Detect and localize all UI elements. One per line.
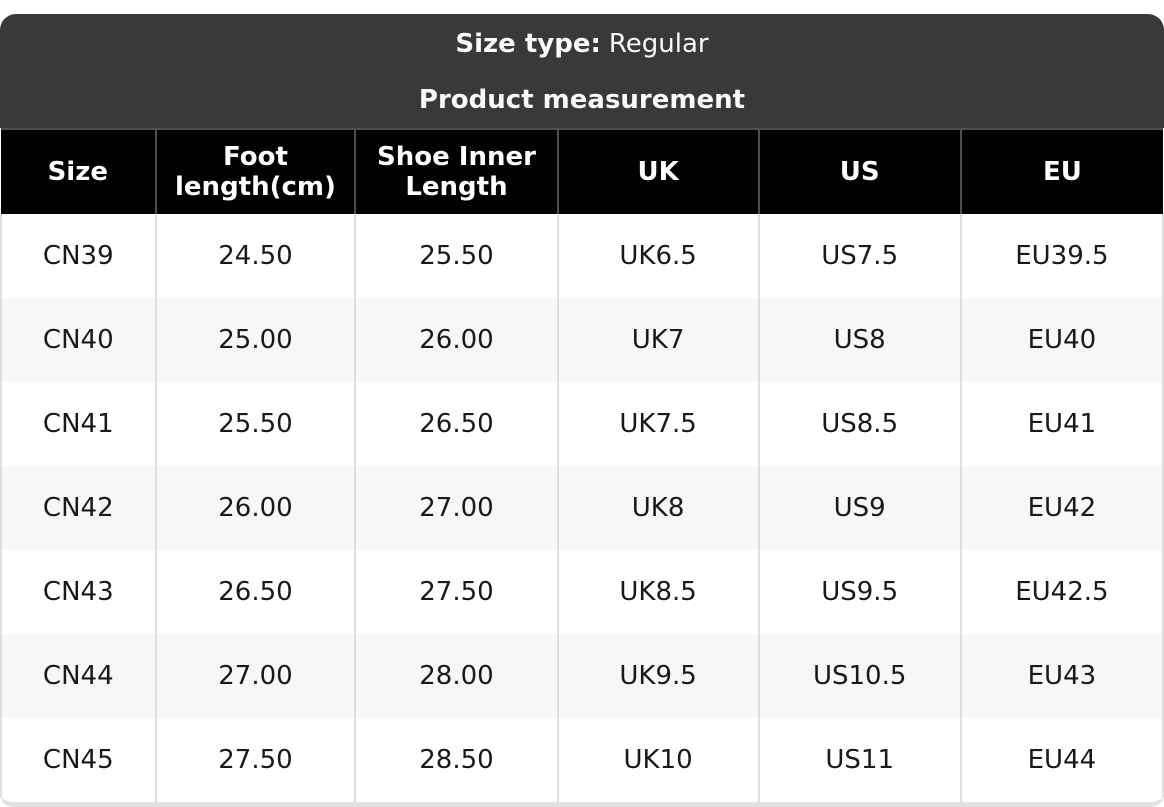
cell: UK7.5 — [556, 382, 759, 466]
cell: UK7 — [556, 298, 759, 382]
cell: US7.5 — [757, 214, 961, 298]
cell: UK10 — [556, 718, 759, 802]
cell: EU39.5 — [959, 214, 1164, 298]
cell: 26.50 — [354, 382, 558, 466]
column-header-eu: EU — [959, 128, 1163, 214]
cell: US8.5 — [757, 382, 961, 466]
size-type-label: Size type: — [455, 29, 601, 59]
cell: US9.5 — [757, 550, 961, 634]
cell: UK6.5 — [556, 214, 759, 298]
size-chart-title-block: Size type: Regular Product measurement — [0, 14, 1164, 128]
product-measurement-title: Product measurement — [418, 85, 746, 115]
column-header-uk: UK — [556, 128, 759, 214]
column-header-size: Size — [1, 128, 156, 214]
cell: EU41 — [959, 382, 1164, 466]
cell: CN39 — [0, 214, 156, 298]
cell: 25.50 — [354, 214, 558, 298]
cell: UK9.5 — [556, 634, 759, 718]
size-chart-card: Size type: Regular Product measurement Si… — [0, 14, 1164, 807]
cell: US9 — [757, 466, 961, 550]
cell: US8 — [757, 298, 961, 382]
cell: CN44 — [0, 634, 156, 718]
cell: 26.00 — [154, 466, 356, 550]
cell: 27.50 — [154, 718, 356, 802]
cell: EU42.5 — [959, 550, 1164, 634]
cell: 25.00 — [154, 298, 356, 382]
table-row-cn39: CN39 24.50 25.50 UK6.5 US7.5 EU39.5 — [0, 214, 1164, 298]
column-header-us: US — [757, 128, 961, 214]
cell: EU40 — [959, 298, 1164, 382]
cell: 26.00 — [354, 298, 558, 382]
page: Size type: Regular Product measurement Si… — [0, 14, 1164, 807]
cell: US11 — [757, 718, 961, 802]
cell: EU43 — [959, 634, 1164, 718]
cell: 28.50 — [354, 718, 558, 802]
cell: 27.00 — [354, 466, 558, 550]
table-row-cn45: CN45 27.50 28.50 UK10 US11 EU44 — [0, 718, 1164, 802]
table-row-cn42: CN42 26.00 27.00 UK8 US9 EU42 — [0, 466, 1164, 550]
cell: 27.50 — [354, 550, 558, 634]
table-row-cn41: CN41 25.50 26.50 UK7.5 US8.5 EU41 — [0, 382, 1164, 466]
cell: CN42 — [0, 466, 156, 550]
cell: CN40 — [0, 298, 156, 382]
cell: CN41 — [0, 382, 156, 466]
cell: EU42 — [959, 466, 1164, 550]
size-type-line: Size type: Regular — [0, 26, 1164, 62]
column-header-shoe-inner-length: Shoe Inner Length — [354, 128, 558, 214]
cell: CN43 — [0, 550, 156, 634]
cell: 27.00 — [154, 634, 356, 718]
size-table-header: Size Foot length(cm) Shoe Inner Length UK US… — [1, 128, 1163, 214]
cell: CN45 — [0, 718, 156, 802]
size-table-header-row: Size Foot length(cm) Shoe Inner Length UK US… — [1, 128, 1163, 214]
cell: 24.50 — [154, 214, 356, 298]
cell: US10.5 — [757, 634, 961, 718]
cell: 28.00 — [354, 634, 558, 718]
table-row-cn40: CN40 25.00 26.00 UK7 US8 EU40 — [0, 298, 1164, 382]
cell: 26.50 — [154, 550, 356, 634]
table-row-cn43: CN43 26.50 27.50 UK8.5 US9.5 EU42.5 — [0, 550, 1164, 634]
size-type-value: Regular — [608, 29, 709, 59]
size-conversion-table: Size Foot length(cm) Shoe Inner Length UK US… — [0, 128, 1164, 802]
size-table-body: CN39 24.50 25.50 UK6.5 US7.5 EU39.5 CN40 25.00 2… — [0, 214, 1164, 802]
cell: EU44 — [959, 718, 1164, 802]
cell: 25.50 — [154, 382, 356, 466]
cell: UK8 — [556, 466, 759, 550]
cell: UK8.5 — [556, 550, 759, 634]
table-row-cn44: CN44 27.00 28.00 UK9.5 US10.5 EU43 — [0, 634, 1164, 718]
column-header-foot-length-cm: Foot length(cm) — [154, 128, 356, 214]
